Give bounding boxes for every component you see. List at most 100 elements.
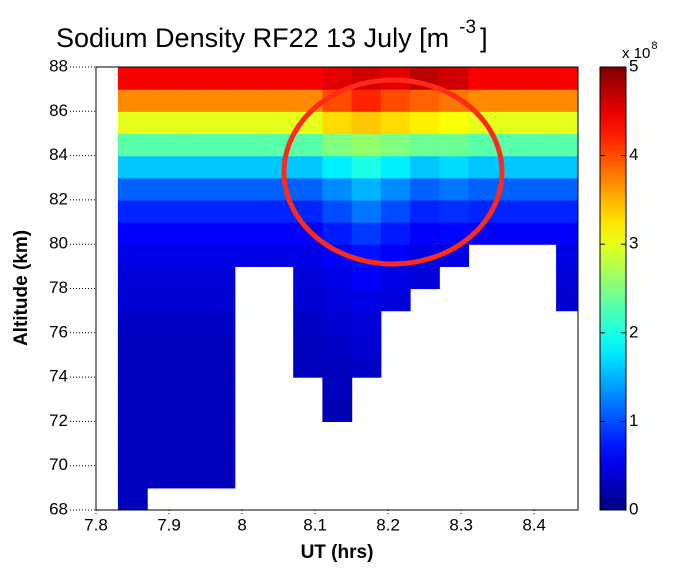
- heatmap-cell: [234, 67, 265, 90]
- heatmap-cell: [293, 89, 323, 112]
- heatmap-cell: [176, 111, 207, 135]
- heatmap-cell: [117, 266, 148, 290]
- heatmap-cell: [176, 465, 207, 489]
- heatmap-cell: [117, 310, 148, 334]
- heatmap-cell: [380, 133, 411, 157]
- heatmap-cell: [176, 443, 207, 467]
- colorbar: [599, 66, 627, 511]
- heatmap-cell: [380, 288, 411, 312]
- heatmap-cell: [351, 332, 382, 356]
- heatmap-cell: [293, 354, 323, 378]
- heatmap-cell: [556, 288, 578, 312]
- heatmap-cell: [322, 222, 353, 245]
- heatmap-cell: [234, 133, 265, 157]
- heatmap-cell: [468, 177, 499, 201]
- heatmap-cell: [205, 465, 236, 489]
- heatmap-cell: [439, 67, 470, 90]
- heatmap-cell: [205, 89, 236, 112]
- heatmap-cell: [322, 288, 353, 312]
- x-tick-label: 8.3: [449, 515, 473, 534]
- heatmap-cell: [117, 222, 148, 245]
- heatmap-cell: [526, 177, 557, 201]
- heatmap-cell: [234, 177, 265, 201]
- y-axis-label: Altitude (km): [11, 230, 32, 346]
- heatmap-cell: [556, 111, 578, 135]
- heatmap-cell: [293, 244, 323, 267]
- heatmap-cell: [147, 354, 177, 378]
- heatmap-cell: [117, 89, 148, 112]
- y-tick-label: 82: [49, 189, 68, 208]
- heatmap-cell: [351, 354, 382, 378]
- heatmap-cell: [147, 222, 177, 245]
- colorbar-tick-label: 3: [629, 234, 638, 253]
- heatmap-cell: [147, 310, 177, 334]
- heatmap-cell: [205, 310, 236, 334]
- heatmap-cell: [117, 377, 148, 400]
- heatmap-cell: [351, 266, 382, 290]
- heatmap-cell: [439, 199, 470, 223]
- heatmap-cell: [117, 155, 148, 179]
- heatmap-cell: [147, 465, 177, 489]
- heatmap-cell: [526, 133, 557, 157]
- heatmap-cell: [351, 222, 382, 245]
- heatmap-cell: [205, 177, 236, 201]
- heatmap-cell: [380, 177, 411, 201]
- heatmap-cell: [176, 244, 207, 267]
- heatmap-cell: [293, 111, 323, 135]
- heatmap-cell: [293, 310, 323, 334]
- heatmap-cell: [147, 89, 177, 112]
- heatmap-cell: [263, 222, 294, 245]
- heatmap-cell: [205, 377, 236, 400]
- heatmap-cell: [380, 266, 411, 290]
- y-tick-label: 76: [49, 322, 68, 341]
- y-tick-label: 78: [49, 278, 68, 297]
- heatmap-cell: [497, 155, 528, 179]
- heatmap-cell: [147, 421, 177, 445]
- heatmap-cell: [410, 133, 440, 157]
- heatmap-cell: [205, 266, 236, 290]
- heatmap-cell: [439, 133, 470, 157]
- heatmap-cell: [205, 288, 236, 312]
- heatmap-cell: [147, 399, 177, 422]
- heatmap-cell: [526, 89, 557, 112]
- heatmap-cell: [497, 133, 528, 157]
- heatmap-cell: [176, 199, 207, 223]
- heatmap-cell: [497, 199, 528, 223]
- heatmap-cell: [234, 111, 265, 135]
- heatmap-cell: [351, 89, 382, 112]
- heatmap-cell: [147, 288, 177, 312]
- heatmap-cell: [293, 177, 323, 201]
- heatmap-cell: [176, 177, 207, 201]
- heatmap-cell: [351, 155, 382, 179]
- heatmap-cell: [526, 222, 557, 245]
- heatmap-cell: [176, 288, 207, 312]
- heatmap-cell: [322, 199, 353, 223]
- heatmap-cell: [176, 67, 207, 90]
- heatmap-cell: [176, 266, 207, 290]
- heatmap-cell: [176, 222, 207, 245]
- heatmap-cell: [234, 199, 265, 223]
- heatmap-cell: [147, 177, 177, 201]
- x-tick-label: 7.9: [157, 515, 181, 534]
- heatmap-cell: [117, 487, 148, 510]
- heatmap-cell: [205, 67, 236, 90]
- heatmap-cell: [468, 155, 499, 179]
- heatmap-cell: [380, 199, 411, 223]
- heatmap-cell: [293, 133, 323, 157]
- heatmap-cell: [117, 288, 148, 312]
- heatmap-cell: [263, 244, 294, 267]
- colorbar-tick-label: 4: [629, 145, 638, 164]
- heatmap-cell: [380, 155, 411, 179]
- heatmap-cell: [147, 133, 177, 157]
- heatmap-cell: [147, 67, 177, 90]
- heatmap-cell: [176, 377, 207, 400]
- heatmap-cell: [176, 89, 207, 112]
- heatmap-cell: [439, 111, 470, 135]
- heatmap-cell: [322, 111, 353, 135]
- heatmap-cell: [147, 266, 177, 290]
- heatmap-cell: [468, 67, 499, 90]
- y-tick-label: 74: [49, 367, 68, 386]
- y-tick-label: 72: [49, 411, 68, 430]
- heatmap-cell: [351, 111, 382, 135]
